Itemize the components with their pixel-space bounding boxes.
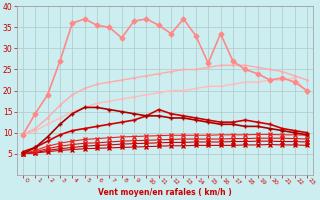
X-axis label: Vent moyen/en rafales ( km/h ): Vent moyen/en rafales ( km/h ) bbox=[98, 188, 232, 197]
